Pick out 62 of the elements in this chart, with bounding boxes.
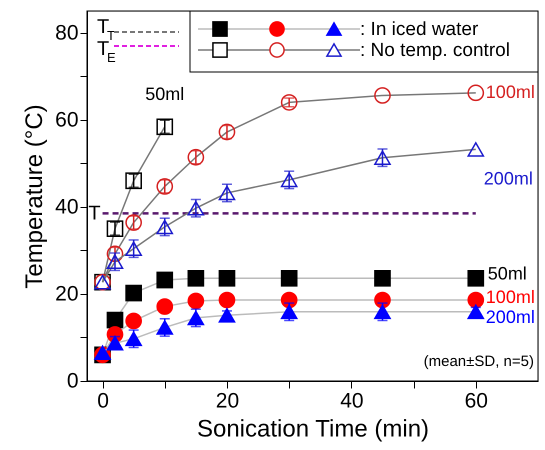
point [188, 200, 204, 216]
y-tick-label: 80 [55, 21, 78, 44]
y-tick-label: 40 [55, 195, 78, 218]
point [188, 270, 204, 287]
point [156, 320, 174, 335]
annotation: (mean±SD, n=5) [424, 353, 534, 370]
point [218, 270, 236, 287]
point [218, 124, 236, 140]
point [218, 308, 236, 323]
point [467, 270, 484, 287]
point [125, 172, 142, 190]
point [125, 284, 142, 302]
ref-line-label: T [88, 202, 101, 224]
point [374, 150, 391, 166]
x-tick-label: 0 [97, 390, 109, 412]
point [156, 178, 174, 195]
series-label: 50ml [488, 263, 527, 284]
y-tick-label: 20 [55, 282, 78, 306]
point [280, 270, 298, 287]
point [188, 310, 204, 326]
point [467, 304, 484, 320]
point [374, 87, 391, 104]
point [156, 118, 174, 136]
point [467, 84, 484, 102]
x-tick-label: 20 [216, 390, 240, 412]
y-axis-title: Temperature (°C) [21, 104, 48, 289]
point [218, 292, 236, 308]
point [188, 292, 204, 310]
annotation: : No temp. control [360, 40, 510, 61]
point [125, 331, 142, 346]
series-label: 50ml [145, 84, 184, 104]
point [106, 312, 124, 328]
point [467, 142, 484, 157]
point [188, 148, 204, 166]
point [106, 336, 124, 350]
point [280, 94, 298, 111]
point [125, 241, 142, 256]
series-label: 100ml [486, 82, 535, 102]
point [374, 270, 391, 287]
annotation: : In iced water [360, 19, 479, 40]
point [156, 298, 174, 315]
point [106, 220, 124, 237]
series-label: 200ml [484, 168, 533, 188]
point [156, 272, 174, 288]
point [467, 292, 484, 308]
point [218, 186, 236, 200]
point [106, 254, 124, 270]
y-tick-label: 0 [66, 370, 78, 392]
y-tick-label: 60 [55, 108, 78, 132]
x-tick-label: 40 [340, 390, 364, 412]
point [374, 304, 391, 320]
series-label: 200ml [486, 306, 535, 327]
point [125, 214, 142, 231]
point [280, 304, 298, 320]
point [106, 246, 124, 262]
point [280, 172, 298, 188]
point [94, 345, 111, 360]
point [156, 220, 174, 234]
x-tick-label: 60 [464, 390, 488, 412]
series-label: 100ml [486, 287, 535, 308]
point [125, 312, 142, 330]
x-axis-title: Sonication Time (min) [196, 416, 430, 442]
